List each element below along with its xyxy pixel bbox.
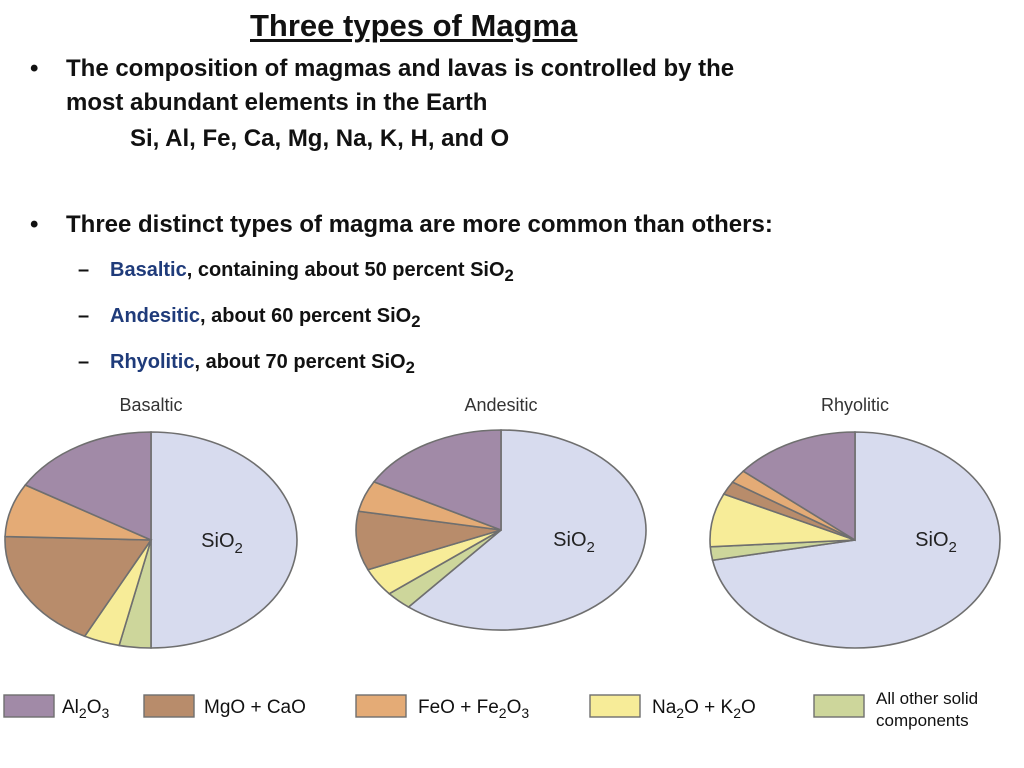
bullet-list: • The composition of magmas and lavas is… bbox=[30, 52, 990, 388]
legend-swatch bbox=[355, 694, 407, 718]
pie-chart-basaltic: Basaltic SiO2 bbox=[4, 395, 298, 649]
bullet-composition: • The composition of magmas and lavas is… bbox=[30, 52, 990, 156]
slice-label-sio2: SiO2 bbox=[915, 529, 957, 556]
magma-type-list: – Basaltic, containing about 50 percent … bbox=[30, 250, 990, 388]
chart-title: Andesitic bbox=[464, 395, 537, 415]
dash: – bbox=[78, 259, 90, 281]
pie-slice-al2o3 bbox=[741, 431, 856, 542]
composition-line-2: most abundant elements in the Earth bbox=[66, 89, 488, 116]
legend-item: All other solid components bbox=[813, 689, 978, 730]
magma-types-text: Three distinct types of magma are more c… bbox=[66, 211, 773, 238]
magma-name: Andesitic bbox=[110, 305, 201, 327]
legend-swatch bbox=[3, 694, 55, 718]
legend-item: MgO + CaO bbox=[143, 694, 306, 718]
subscript: 2 bbox=[405, 358, 415, 377]
legend-item: Na2O + K2O bbox=[589, 694, 756, 721]
legend-item: FeO + Fe2O3 bbox=[355, 694, 529, 721]
pie-slice-sio2 bbox=[150, 431, 298, 649]
slice-label-sio2: SiO2 bbox=[201, 530, 243, 557]
bullet-magma-types: • Three distinct types of magma are more… bbox=[30, 208, 990, 242]
composition-line-1: The composition of magmas and lavas is c… bbox=[66, 55, 735, 82]
legend-label: Na2O + K2O bbox=[652, 697, 756, 721]
pie-slice-al2o3 bbox=[24, 431, 152, 542]
legend-label: Al2O3 bbox=[62, 697, 109, 721]
legend-swatch bbox=[143, 694, 195, 718]
legend-label: All other solid bbox=[876, 689, 978, 708]
magma-description: , containing about 50 percent SiO bbox=[186, 259, 505, 281]
pie-slice-al2o3 bbox=[372, 429, 502, 532]
dash: – bbox=[78, 305, 90, 327]
pie-chart-rhyolitic: Rhyolitic SiO2 bbox=[709, 395, 1001, 649]
magma-description: , about 70 percent SiO bbox=[194, 351, 406, 373]
legend-label: MgO + CaO bbox=[204, 697, 306, 718]
subscript: 2 bbox=[504, 266, 514, 285]
slice-label-sio2: SiO2 bbox=[553, 529, 595, 556]
legend-swatch bbox=[589, 694, 641, 718]
bullet-dot: • bbox=[30, 55, 39, 82]
magma-type-rhyolitic: – Rhyolitic, about 70 percent SiO2 bbox=[78, 342, 990, 388]
chart-legend: Al2O3 MgO + CaO FeO + Fe2O3 Na2O + K2O All o… bbox=[3, 689, 978, 730]
bullet-dot: • bbox=[30, 211, 39, 238]
pie-slice-sio2 bbox=[407, 429, 647, 631]
pie-slice-mgo-cao bbox=[4, 535, 153, 638]
pie-slice-sio2 bbox=[711, 431, 1001, 649]
magma-type-andesitic: – Andesitic, about 60 percent SiO2 bbox=[78, 296, 990, 342]
magma-name: Rhyolitic bbox=[110, 351, 195, 373]
chart-title: Rhyolitic bbox=[821, 395, 889, 415]
legend-label: components bbox=[876, 711, 969, 730]
magma-type-basaltic: – Basaltic, containing about 50 percent … bbox=[78, 250, 990, 296]
magma-description: , about 60 percent SiO bbox=[200, 305, 412, 327]
dash: – bbox=[78, 351, 90, 373]
legend-swatch bbox=[813, 694, 865, 718]
subscript: 2 bbox=[411, 312, 421, 331]
pie-chart-andesitic: Andesitic SiO2 bbox=[355, 395, 647, 631]
element-list: Si, Al, Fe, Ca, Mg, Na, K, H, and O bbox=[130, 125, 510, 152]
chart-title: Basaltic bbox=[119, 395, 182, 415]
legend-item: Al2O3 bbox=[3, 694, 109, 721]
slide-title: Three types of Magma bbox=[250, 8, 578, 43]
magma-name: Basaltic bbox=[110, 259, 187, 281]
legend-label: FeO + Fe2O3 bbox=[418, 697, 529, 721]
